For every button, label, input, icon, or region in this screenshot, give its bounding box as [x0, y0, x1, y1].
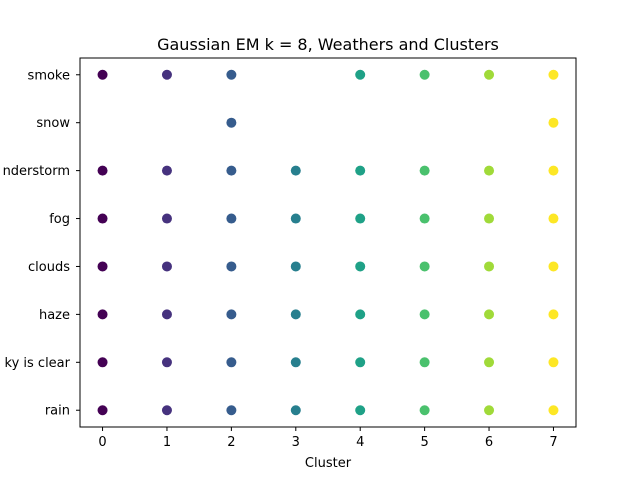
- scatter-point: [290, 261, 301, 272]
- y-tick-label: ky is clear: [5, 356, 71, 371]
- scatter-point: [548, 69, 559, 80]
- scatter-point: [226, 261, 237, 272]
- scatter-point: [226, 117, 237, 128]
- x-tick-label: 4: [356, 435, 364, 450]
- scatter-point: [355, 261, 366, 272]
- x-tick-label: 0: [98, 435, 106, 450]
- scatter-point: [97, 69, 108, 80]
- scatter-point: [97, 309, 108, 320]
- x-axis-ticks: 0 1 2 3 4 5 6 7: [98, 427, 558, 450]
- scatter-point: [548, 357, 559, 368]
- scatter-point: [290, 165, 301, 176]
- y-tick-label: fog: [49, 212, 70, 227]
- x-tick-label: 6: [485, 435, 493, 450]
- scatter-point: [97, 165, 108, 176]
- scatter-point: [548, 165, 559, 176]
- scatter-point: [548, 117, 559, 128]
- scatter-point: [484, 357, 495, 368]
- x-tick-label: 2: [227, 435, 235, 450]
- scatter-point: [484, 261, 495, 272]
- scatter-point: [161, 165, 172, 176]
- scatter-point: [355, 405, 366, 416]
- y-tick-label: rain: [45, 404, 70, 419]
- y-axis-ticks: rain ky is clear haze clouds fog nderstorm sno…: [3, 68, 80, 419]
- scatter-point: [290, 213, 301, 224]
- scatter-point: [484, 213, 495, 224]
- scatter-point: [290, 357, 301, 368]
- scatter-point: [484, 309, 495, 320]
- scatter-point: [226, 357, 237, 368]
- scatter-point: [419, 357, 430, 368]
- x-tick-label: 5: [420, 435, 428, 450]
- scatter-point: [355, 165, 366, 176]
- x-tick-label: 3: [292, 435, 300, 450]
- scatter-point: [161, 69, 172, 80]
- scatter-point: [161, 213, 172, 224]
- scatter-point: [419, 309, 430, 320]
- scatter-point: [226, 405, 237, 416]
- scatter-point: [419, 405, 430, 416]
- scatter-point: [97, 213, 108, 224]
- scatter-point: [226, 309, 237, 320]
- scatter-point: [355, 213, 366, 224]
- scatter-point: [161, 357, 172, 368]
- scatter-point: [484, 69, 495, 80]
- scatter-point: [97, 261, 108, 272]
- scatter-points: [97, 69, 559, 416]
- x-tick-label: 7: [549, 435, 557, 450]
- scatter-point: [548, 309, 559, 320]
- scatter-point: [161, 405, 172, 416]
- y-tick-label: haze: [39, 308, 70, 323]
- scatter-point: [355, 69, 366, 80]
- scatter-point: [419, 213, 430, 224]
- chart-title: Gaussian EM k = 8, Weathers and Clusters: [157, 35, 499, 54]
- x-tick-label: 1: [163, 435, 171, 450]
- scatter-point: [226, 213, 237, 224]
- plot-frame: [79, 57, 577, 428]
- scatter-point: [548, 405, 559, 416]
- scatter-point: [97, 405, 108, 416]
- scatter-point: [290, 405, 301, 416]
- x-axis-label: Cluster: [305, 456, 352, 471]
- scatter-point: [484, 165, 495, 176]
- scatter-point: [355, 357, 366, 368]
- y-tick-label: nderstorm: [3, 164, 70, 179]
- scatter-point: [97, 357, 108, 368]
- y-tick-label: smoke: [28, 68, 70, 83]
- scatter-point: [419, 165, 430, 176]
- scatter-point: [419, 261, 430, 272]
- scatter-point: [419, 69, 430, 80]
- scatter-point: [226, 69, 237, 80]
- scatter-point: [548, 213, 559, 224]
- scatter-point: [161, 309, 172, 320]
- scatter-point: [290, 309, 301, 320]
- scatter-point: [226, 165, 237, 176]
- scatter-point: [161, 261, 172, 272]
- y-tick-label: clouds: [28, 260, 70, 275]
- scatter-point: [355, 309, 366, 320]
- scatter-point: [484, 405, 495, 416]
- y-tick-label: snow: [36, 116, 70, 131]
- scatter-point: [548, 261, 559, 272]
